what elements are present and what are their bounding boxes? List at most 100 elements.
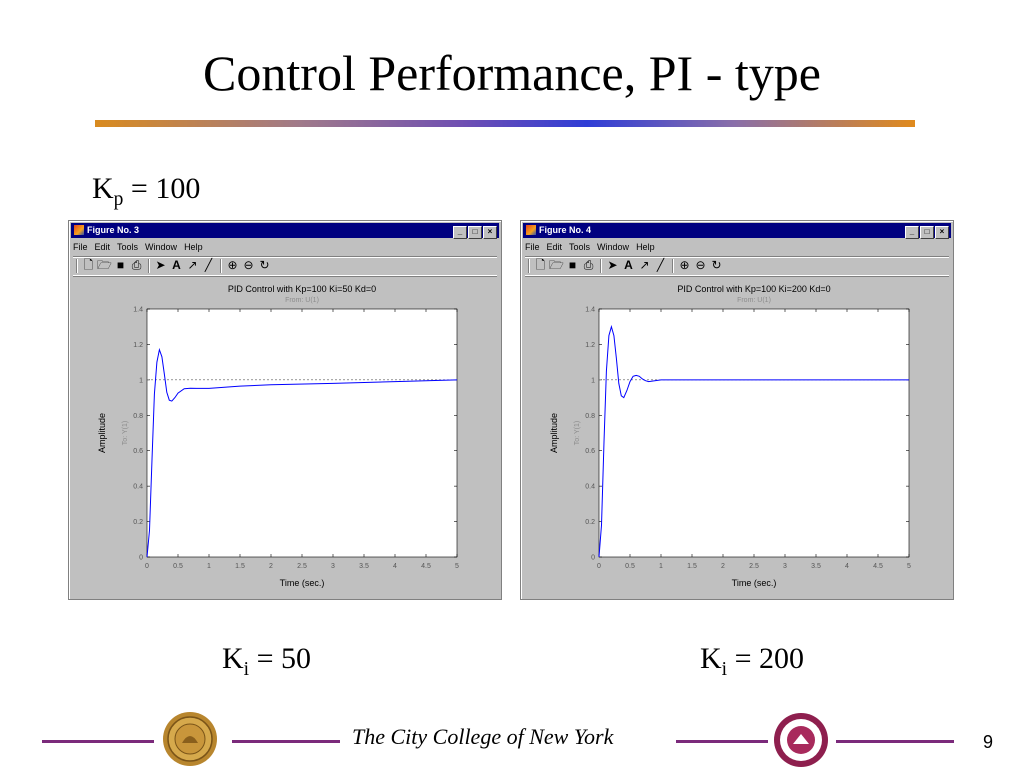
menu-window[interactable]: Window xyxy=(145,242,178,252)
arrow-draw-icon[interactable]: ↗ xyxy=(187,258,198,272)
footer-institution: The City College of New York xyxy=(352,724,614,749)
arrow-draw-icon[interactable]: ↗ xyxy=(639,258,650,272)
line-draw-icon[interactable]: ╱ xyxy=(656,258,665,272)
x-tick-label: 1.5 xyxy=(235,563,245,570)
arrow-select-icon[interactable]: ➤ xyxy=(155,258,166,272)
open-folder-icon[interactable]: 🗁 xyxy=(549,258,564,272)
menu-tools[interactable]: Tools xyxy=(569,242,591,252)
zoom-in-icon[interactable]: ⊕ xyxy=(679,258,690,272)
x-tick-label: 3 xyxy=(331,563,335,570)
footer-rule-mid-right xyxy=(676,740,768,743)
menu-help[interactable]: Help xyxy=(636,242,655,252)
plot-subtitle: From: U(1) xyxy=(285,297,319,304)
maximize-button[interactable]: □ xyxy=(468,226,482,239)
y-tick-label: 1.4 xyxy=(133,307,143,314)
x-axis-label: Time (sec.) xyxy=(280,578,325,588)
menubar: File Edit Tools Window Help xyxy=(525,240,662,254)
x-tick-label: 3.5 xyxy=(359,563,369,570)
zoom-out-icon[interactable]: ⊖ xyxy=(243,258,254,272)
window-titlebar[interactable]: Figure No. 4 _ □ × xyxy=(523,223,951,239)
new-file-icon[interactable]: 🗋 xyxy=(535,258,546,272)
window-title: Figure No. 3 xyxy=(87,225,140,235)
minimize-button[interactable]: _ xyxy=(453,226,467,239)
zoom-in-icon[interactable]: ⊕ xyxy=(227,258,238,272)
line-draw-icon[interactable]: ╱ xyxy=(204,258,213,272)
x-tick-label: 2.5 xyxy=(297,563,307,570)
ki-label-200: Ki = 200 xyxy=(700,642,805,680)
menu-window[interactable]: Window xyxy=(597,242,630,252)
text-a-icon[interactable]: A xyxy=(172,258,181,272)
print-icon[interactable]: ⎙ xyxy=(131,258,142,272)
x-tick-label: 3.5 xyxy=(811,563,821,570)
print-icon[interactable]: ⎙ xyxy=(583,258,594,272)
slide-title: Control Performance, PI - type xyxy=(203,45,821,101)
zoom-out-icon[interactable]: ⊖ xyxy=(695,258,706,272)
rotate-icon[interactable]: ↻ xyxy=(711,258,722,272)
y-axis-sublabel: To: Y(1) xyxy=(574,421,581,445)
open-folder-icon[interactable]: 🗁 xyxy=(97,258,112,272)
plot-area xyxy=(598,308,910,558)
plot-subtitle: From: U(1) xyxy=(737,297,771,304)
new-file-icon[interactable]: 🗋 xyxy=(83,258,94,272)
plot-title: PID Control with Kp=100 Ki=50 Kd=0 xyxy=(228,284,376,294)
figure-window-4[interactable]: Figure No. 4 _ □ × File Edit Tools Window Help… xyxy=(520,220,954,600)
save-icon[interactable]: ■ xyxy=(116,258,125,272)
text-a-icon[interactable]: A xyxy=(624,258,633,272)
y-tick-label: 1 xyxy=(139,377,143,384)
x-tick-label: 1 xyxy=(207,563,211,570)
y-tick-label: 0.2 xyxy=(585,519,595,526)
close-button[interactable]: × xyxy=(483,226,497,239)
matlab-icon xyxy=(526,225,536,235)
matlab-icon xyxy=(74,225,84,235)
menu-tools[interactable]: Tools xyxy=(117,242,139,252)
plot-title: PID Control with Kp=100 Ki=200 Kd=0 xyxy=(677,284,830,294)
x-tick-label: 1.5 xyxy=(687,563,697,570)
plot-area xyxy=(146,308,458,558)
arrow-select-icon[interactable]: ➤ xyxy=(607,258,618,272)
step-response-plot: PID Control with Kp=100 Ki=200 Kd=0 From:… xyxy=(549,284,911,588)
save-icon[interactable]: ■ xyxy=(568,258,577,272)
y-tick-label: 0.4 xyxy=(133,484,143,491)
minimize-button[interactable]: _ xyxy=(905,226,919,239)
ccny-seal-logo xyxy=(163,712,217,766)
kp-label: Kp = 100 xyxy=(92,172,201,210)
figure-canvas[interactable]: PID Control with Kp=100 Ki=50 Kd=0 From: … xyxy=(73,277,497,595)
step-response-plot: PID Control with Kp=100 Ki=50 Kd=0 From: … xyxy=(97,284,459,588)
robotics-lab-logo xyxy=(774,713,828,767)
close-button[interactable]: × xyxy=(935,226,949,239)
step-response-curve xyxy=(146,347,458,558)
x-tick-label: 5 xyxy=(455,563,459,570)
y-tick-label: 1.4 xyxy=(585,307,595,314)
y-tick-label: 0.8 xyxy=(133,413,143,420)
y-tick-label: 0.6 xyxy=(585,448,595,455)
step-response-curve xyxy=(598,324,909,558)
y-tick-label: 1.2 xyxy=(133,342,143,349)
x-tick-label: 4.5 xyxy=(873,563,883,570)
x-tick-label: 2.5 xyxy=(749,563,759,570)
x-tick-label: 0 xyxy=(597,563,601,570)
window-titlebar[interactable]: Figure No. 3 _ □ × xyxy=(71,223,499,239)
menu-edit[interactable]: Edit xyxy=(94,242,111,252)
maximize-button[interactable]: □ xyxy=(920,226,934,239)
menu-file[interactable]: File xyxy=(525,242,540,252)
x-tick-label: 4 xyxy=(393,563,397,570)
rotate-icon[interactable]: ↻ xyxy=(259,258,270,272)
menu-edit[interactable]: Edit xyxy=(546,242,563,252)
y-tick-label: 0.2 xyxy=(133,519,143,526)
toolbar: 🗋 🗁 ■ ⎙ ➤ A ↗ ╱ ⊕ ⊖ ↻ xyxy=(73,256,497,276)
menu-help[interactable]: Help xyxy=(184,242,203,252)
menubar: File Edit Tools Window Help xyxy=(73,240,210,254)
x-tick-label: 3 xyxy=(783,563,787,570)
y-tick-label: 1.2 xyxy=(585,342,595,349)
title-divider xyxy=(95,120,915,127)
x-tick-label: 2 xyxy=(721,563,725,570)
x-tick-label: 0 xyxy=(145,563,149,570)
footer-rule-mid-left xyxy=(232,740,340,743)
menu-file[interactable]: File xyxy=(73,242,88,252)
figure-window-3[interactable]: Figure No. 3 _ □ × File Edit Tools Window Help… xyxy=(68,220,502,600)
x-tick-label: 4 xyxy=(845,563,849,570)
figure-canvas[interactable]: PID Control with Kp=100 Ki=200 Kd=0 From:… xyxy=(525,277,949,595)
y-axis-label: Amplitude xyxy=(549,413,559,453)
footer-rule-right xyxy=(836,740,954,743)
x-tick-label: 4.5 xyxy=(421,563,431,570)
